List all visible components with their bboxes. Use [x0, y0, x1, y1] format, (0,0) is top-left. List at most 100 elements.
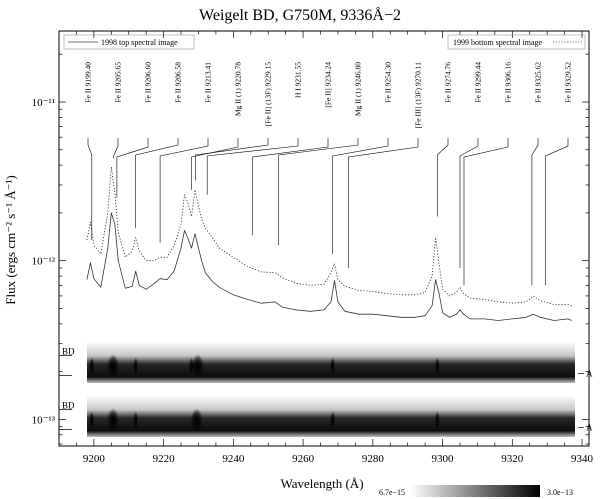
x-axis-label: Wavelength (Å)	[280, 476, 363, 491]
y-tick-label: 10⁻¹¹	[32, 97, 55, 109]
line-id-leader	[159, 138, 209, 243]
line-id-leader	[135, 138, 179, 229]
line-id-leader	[206, 138, 299, 195]
x-tick-label: 9200	[83, 453, 106, 465]
colorbar-max-label: 3.0e−13	[547, 488, 573, 497]
series-1998-line	[86, 212, 572, 321]
legend-label-1999: 1999 bottom spectral image	[453, 38, 543, 47]
line-id-marker: Mg II (1) 9246.80	[278, 62, 363, 246]
line-id-leader	[116, 138, 149, 198]
line-id-leader	[332, 138, 389, 255]
line-id-marker: Fe II 9206.58	[135, 62, 183, 229]
line-id-marker: Fe II 9254.30	[332, 62, 393, 255]
series-1999-line	[86, 166, 572, 307]
x-tick-label: 9280	[362, 453, 385, 465]
line-id-leader	[252, 138, 329, 236]
band-left-label: BD	[62, 346, 75, 356]
line-id-label: Fe II 9199.40	[84, 62, 93, 103]
line-id-label: Fe II 9205.65	[114, 62, 123, 103]
line-id-marker: Fe II 9199.40	[84, 62, 93, 240]
line-id-leader	[278, 138, 359, 246]
colorbar: 6.7e−15 3.0e−13	[379, 485, 573, 497]
band-emission-spot	[89, 411, 95, 430]
line-id-label: Fe II 9274.76	[444, 62, 453, 103]
line-id-marker: Fe II 9329.52	[545, 62, 573, 286]
line-id-label: Fe II 9206.58	[174, 62, 183, 103]
spectral-image-band: BD A	[59, 341, 593, 383]
line-id-label: [Fe III] (13F) 9270.11	[414, 62, 423, 129]
line-id-label: Mg II (1) 9246.80	[354, 62, 363, 116]
line-id-label: Fe II 9306.16	[504, 62, 513, 103]
legend-label-1998: 1998 top spectral image	[101, 38, 178, 47]
line-id-label: Fe II 9213.41	[204, 62, 213, 103]
band-right-label: A	[586, 422, 593, 432]
band-emission-spot	[191, 354, 204, 379]
line-id-label: H I 9231.55	[294, 62, 303, 98]
band-emission-spot	[107, 354, 120, 379]
line-id-leader	[436, 138, 449, 217]
line-id-label: Fe II 9299.44	[474, 62, 483, 103]
line-id-marker: H I 9231.55	[206, 62, 303, 195]
line-id-leader	[113, 138, 119, 159]
band-emission-spot	[133, 357, 139, 376]
series-layer	[86, 166, 572, 321]
legend: 1998 top spectral image 1999 bottom spect…	[63, 34, 586, 50]
x-tick-label: 9260	[292, 453, 315, 465]
line-id-label: [Fe II] (13F) 9229.15	[264, 62, 273, 126]
line-id-marker: Fe II 9274.76	[436, 62, 453, 217]
colorbar-gradient	[410, 485, 540, 497]
band-right-label: A	[586, 368, 593, 378]
x-tick-label: 9320	[501, 453, 524, 465]
line-id-leader	[531, 138, 539, 286]
y-tick-label: 10⁻¹²	[32, 256, 56, 268]
band-emission-spot	[133, 411, 139, 430]
band-emission-spot	[107, 408, 120, 433]
line-id-leader	[87, 138, 93, 240]
line-id-marker: Mg II (1) 9220.78	[191, 62, 243, 190]
line-id-marker: [Fe II] 9234.24	[252, 62, 333, 236]
line-id-leader	[191, 138, 239, 190]
y-axis: 10⁻¹³ 10⁻¹² 10⁻¹¹	[32, 53, 589, 445]
line-id-leader	[195, 138, 269, 181]
x-axis: 9200 9220 9240 9260 9280 9300 9320 9340	[58, 31, 594, 465]
line-id-marker: Fe II 9325.62	[531, 62, 543, 286]
band-emission-spot	[330, 411, 336, 430]
chart-title: Weigelt BD, G750M, 9336Å−2	[199, 6, 401, 24]
line-id-marker: [Fe III] (13F) 9270.11	[348, 62, 423, 268]
band-emission-spot	[434, 357, 440, 376]
line-id-leader	[459, 138, 479, 268]
spectral-image-band: BD A	[59, 395, 593, 437]
x-tick-label: 9240	[222, 453, 245, 465]
line-id-marker: Fe II 9206.60	[116, 62, 153, 198]
y-axis-label: Flux (ergs cm⁻² s⁻¹ Å⁻¹)	[3, 175, 18, 305]
line-id-marker: Fe II 9299.44	[459, 62, 483, 268]
line-id-marker: Fe II 9306.16	[463, 62, 513, 286]
legend-box-1999	[447, 34, 586, 50]
line-id-leader	[348, 138, 419, 268]
line-id-label: Fe II 9206.60	[144, 62, 153, 103]
line-id-label: Mg II (1) 9220.78	[234, 62, 243, 116]
band-emission-spot	[330, 357, 336, 376]
line-id-label: [Fe II] 9234.24	[324, 62, 333, 108]
colorbar-min-label: 6.7e−15	[379, 488, 405, 497]
x-tick-label: 9220	[153, 453, 176, 465]
x-tick-label: 9300	[432, 453, 455, 465]
band-emission-spot	[190, 408, 203, 433]
y-tick-label: 10⁻¹³	[32, 414, 56, 426]
line-id-label: Fe II 9325.62	[534, 62, 543, 103]
line-identifications: Fe II 9199.40 Fe II 9205.65 Fe II 9206.60 F…	[84, 62, 573, 286]
line-id-marker: Fe II 9213.41	[159, 62, 213, 243]
spectral-image-bands: BD A BD A	[59, 341, 593, 437]
line-id-marker: Fe II 9205.65	[113, 62, 123, 159]
band-left-label: BD	[62, 400, 75, 410]
band-emission-spot	[89, 357, 95, 376]
legend-box-1998	[63, 34, 195, 50]
line-id-label: Fe II 9254.30	[384, 62, 393, 103]
x-tick-label: 9340	[571, 453, 594, 465]
band-emission-spot	[434, 411, 440, 430]
line-id-leader	[545, 138, 569, 286]
line-id-marker: [Fe II] (13F) 9229.15	[195, 62, 273, 181]
line-id-leader	[463, 138, 509, 286]
line-id-label: Fe II 9329.52	[564, 62, 573, 103]
